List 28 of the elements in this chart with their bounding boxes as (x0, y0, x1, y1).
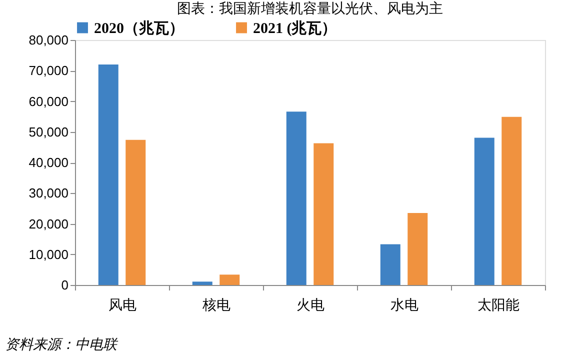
bar (314, 143, 334, 285)
bar (286, 112, 306, 285)
text: 资料来源：中电联 (5, 337, 119, 353)
y-tick-label: 10,000 (28, 246, 68, 262)
y-tick-label: 0 (61, 278, 68, 292)
x-tick-label: 风电 (108, 298, 136, 314)
y-tick-label: 70,000 (28, 63, 68, 78)
y-tick-label: 50,000 (28, 124, 68, 140)
chart-title: 图表：我国新增装机容量以光伏、风电为主 (177, 1, 443, 17)
y-tick-label: 80,000 (28, 32, 68, 48)
legend-label: 2021 (兆瓦） (253, 20, 337, 37)
bar (126, 140, 146, 285)
bar (220, 274, 240, 285)
y-tick-label: 40,000 (28, 155, 68, 170)
bar (474, 138, 494, 285)
legend-label: 2020（兆瓦） (94, 20, 184, 37)
bar (408, 213, 428, 285)
bar (192, 282, 212, 285)
bar (502, 116, 522, 285)
x-tick-label: 核电 (202, 298, 230, 314)
y-tick-label: 20,000 (28, 216, 68, 232)
y-tick-label: 30,000 (28, 186, 68, 201)
y-tick-label: 60,000 (28, 94, 68, 109)
x-tick-label: 太阳能 (478, 298, 520, 314)
x-tick-label: 火电 (296, 298, 324, 314)
bar (98, 64, 118, 285)
x-tick-label: 水电 (390, 298, 418, 314)
bar (380, 244, 400, 285)
